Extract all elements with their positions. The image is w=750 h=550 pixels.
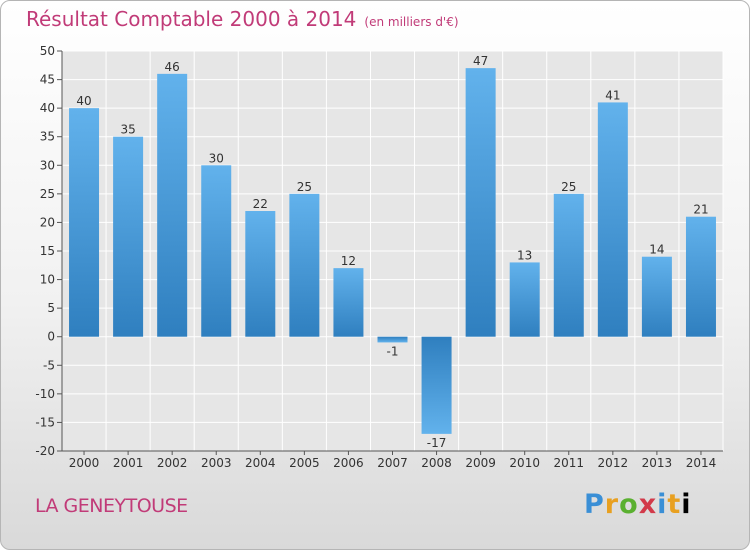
data-label: 40 [76, 94, 91, 108]
y-tick-label: 40 [40, 101, 55, 115]
y-tick-label: -5 [43, 358, 55, 372]
bar-layer [69, 68, 716, 434]
y-tick-label: 20 [40, 215, 55, 229]
chart-title: Résultat Comptable 2000 à 2014 (en millie… [26, 7, 459, 31]
bar [377, 336, 408, 343]
x-tick-label: 2005 [289, 456, 320, 470]
bar [201, 165, 232, 337]
y-tick-label: 50 [40, 44, 55, 58]
bar [245, 211, 276, 337]
y-tick-label: 5 [47, 301, 55, 315]
data-label: 12 [341, 254, 356, 268]
bar [333, 268, 364, 337]
bar [509, 262, 540, 337]
label-layer: -20 -15 -10 -5 0 5 10 15 20 25 30 35 40 45 50 40 2000 35 2… [35, 44, 716, 470]
y-tick-label: 25 [40, 187, 55, 201]
x-tick-label: 2003 [201, 456, 232, 470]
data-label: 47 [473, 54, 488, 68]
logo-letter: P [584, 489, 605, 520]
x-tick-label: 2009 [465, 456, 496, 470]
data-label: 14 [649, 243, 664, 257]
bar [69, 108, 100, 337]
y-tick-label: -15 [35, 415, 55, 429]
data-label: 35 [120, 123, 135, 137]
logo-letter: i [681, 489, 692, 520]
data-label: 41 [605, 88, 620, 102]
bar [421, 336, 452, 434]
bar [113, 136, 144, 337]
x-tick-label: 2000 [69, 456, 100, 470]
logo-letter: r [604, 489, 620, 520]
chart-title-text: Résultat Comptable 2000 à 2014 [26, 7, 357, 31]
x-tick-label: 2010 [509, 456, 540, 470]
bar [157, 73, 188, 337]
y-tick-label: -20 [35, 444, 55, 458]
commune-name: LA GENEYTOUSE [35, 495, 188, 517]
bar [465, 68, 496, 337]
data-label: 46 [165, 60, 180, 74]
x-tick-label: 2004 [245, 456, 276, 470]
y-tick-label: 15 [40, 244, 55, 258]
proxiti-logo: Proxiti [584, 489, 692, 520]
bar [641, 256, 672, 337]
y-tick-label: 10 [40, 273, 55, 287]
data-label: -1 [387, 344, 399, 358]
data-label: 25 [561, 180, 576, 194]
data-label: 30 [209, 151, 224, 165]
y-tick-label: 35 [40, 130, 55, 144]
y-tick-label: 45 [40, 73, 55, 87]
logo-letter: t [667, 489, 682, 520]
y-tick-label: 30 [40, 158, 55, 172]
x-tick-label: 2014 [686, 456, 717, 470]
x-tick-label: 2008 [421, 456, 452, 470]
x-tick-label: 2001 [113, 456, 144, 470]
chart-unit: (en milliers d'€) [364, 15, 459, 29]
logo-letter: o [619, 489, 639, 520]
x-tick-label: 2002 [157, 456, 188, 470]
x-tick-label: 2013 [642, 456, 673, 470]
data-label: 21 [693, 203, 708, 217]
data-label: -17 [427, 436, 447, 450]
bar [553, 193, 584, 337]
x-tick-label: 2007 [377, 456, 408, 470]
data-label: 25 [297, 180, 312, 194]
y-tick-label: -10 [35, 387, 55, 401]
x-tick-label: 2006 [333, 456, 364, 470]
logo-letter: x [638, 489, 658, 520]
bar [289, 193, 320, 337]
logo-letter: i [657, 489, 668, 520]
data-label: 22 [253, 197, 268, 211]
y-tick-label: 0 [47, 330, 55, 344]
bar [597, 102, 628, 337]
x-tick-label: 2011 [553, 456, 584, 470]
bar [685, 216, 716, 337]
x-tick-label: 2012 [598, 456, 629, 470]
data-label: 13 [517, 248, 532, 262]
